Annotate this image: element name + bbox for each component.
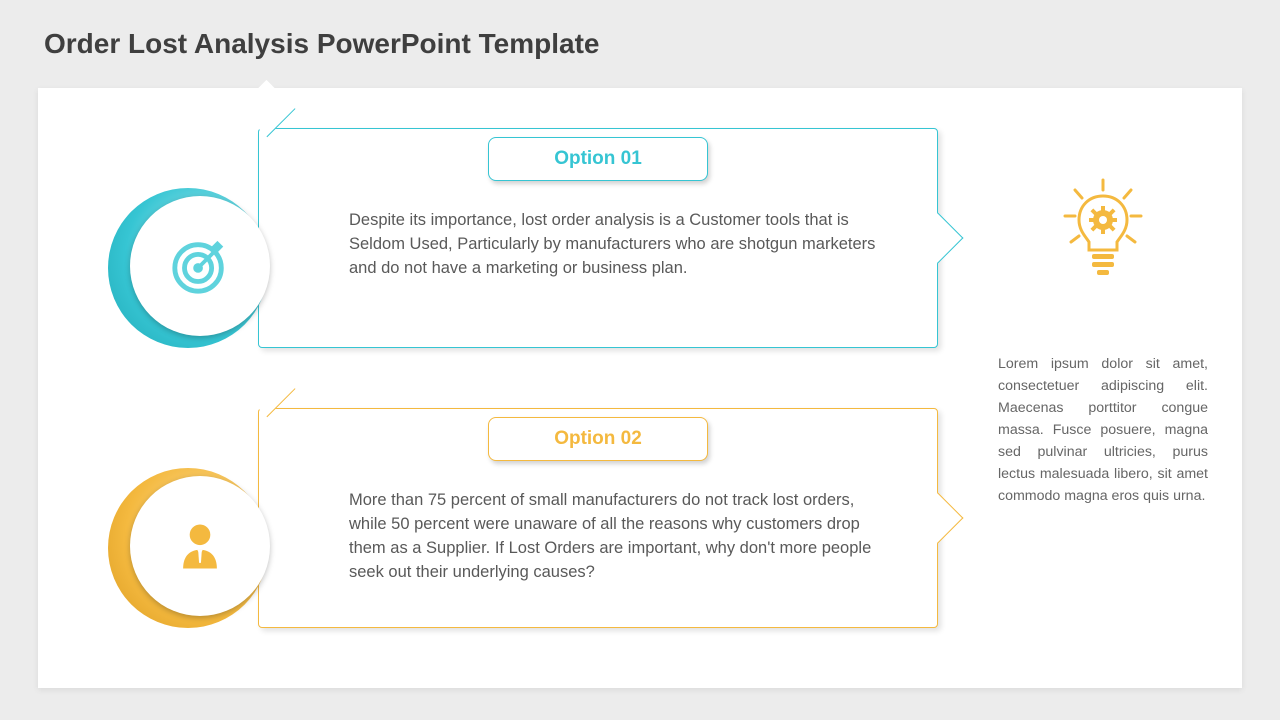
target-icon — [169, 235, 231, 297]
sidebar-column: Lorem ipsum dolor sit amet, consectetuer… — [998, 178, 1208, 507]
option-body-2: More than 75 percent of small manufactur… — [349, 489, 877, 585]
option-badge-1: Option 01 — [488, 137, 708, 181]
lightbulb-gear-icon — [1059, 178, 1147, 278]
option-badge-2: Option 02 — [488, 417, 708, 461]
sidebar-text: Lorem ipsum dolor sit amet, consectetuer… — [998, 353, 1208, 507]
card-arrow-tip — [913, 493, 964, 544]
person-icon — [170, 516, 230, 576]
option-card-2: Option 02 More than 75 percent of small … — [258, 408, 938, 628]
card-arrow-tip — [913, 213, 964, 264]
option-icon-circle-1 — [108, 188, 268, 348]
page-title: Order Lost Analysis PowerPoint Template — [0, 0, 1280, 60]
slide-canvas: Option 01 Despite its importance, lost o… — [38, 88, 1242, 688]
option-icon-circle-2 — [108, 468, 268, 628]
option-card-1: Option 01 Despite its importance, lost o… — [258, 128, 938, 348]
option-body-1: Despite its importance, lost order analy… — [349, 209, 877, 281]
